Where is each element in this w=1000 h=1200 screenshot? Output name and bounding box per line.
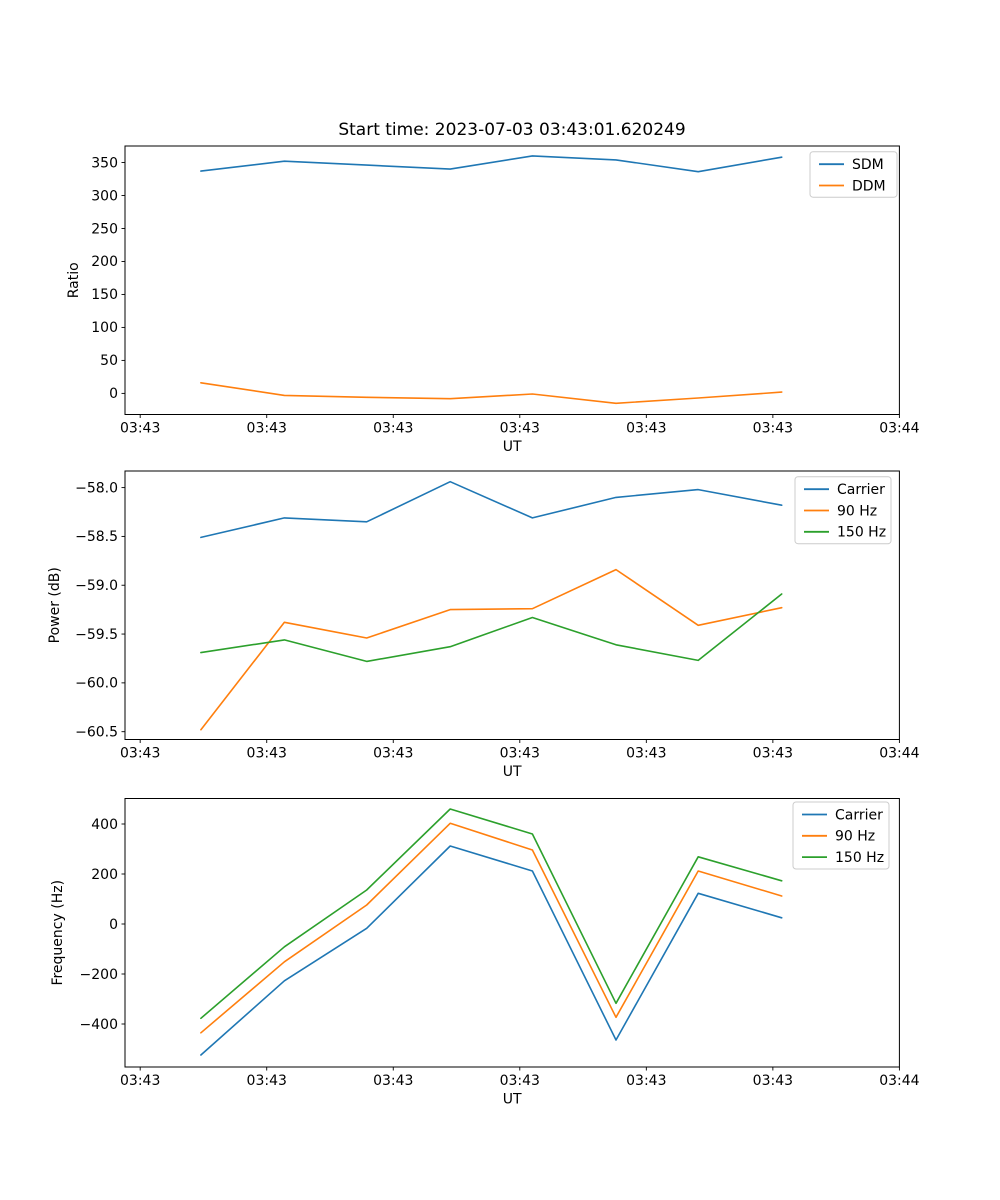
x-tick-label: 03:43 [373, 421, 413, 437]
y-tick-label: 200 [91, 254, 118, 270]
y-axis-label: Frequency (Hz) [50, 880, 66, 986]
y-tick-label: 200 [91, 867, 118, 883]
y-tick-label: −59.5 [75, 627, 118, 643]
x-tick-label: 03:43 [753, 421, 793, 437]
axes-border [124, 470, 900, 740]
legend-label-150-hz: 150 Hz [837, 525, 886, 541]
y-tick-label: 350 [91, 155, 118, 171]
y-tick-label: 400 [91, 817, 118, 833]
legend-label-carrier: Carrier [835, 807, 883, 823]
x-tick-label: 03:43 [120, 1073, 160, 1089]
x-tick-label: 03:43 [500, 421, 540, 437]
y-tick-label: −59.0 [75, 578, 118, 594]
x-tick-label: 03:43 [500, 1073, 540, 1089]
line-150-hz [200, 808, 783, 1020]
x-tick-label: 03:43 [373, 746, 413, 762]
x-tick-label: 03:44 [879, 746, 919, 762]
legend-label-90-hz: 90 Hz [837, 503, 877, 519]
x-tick-label: 03:44 [879, 421, 919, 437]
line-carrier [200, 480, 783, 539]
legend-label-150-hz: 150 Hz [835, 850, 884, 866]
x-tick-label: 03:43 [626, 746, 666, 762]
x-tick-label: 03:43 [120, 746, 160, 762]
legend-label-ddm: DDM [852, 178, 886, 194]
legend-box [794, 476, 892, 545]
line-90-hz [200, 822, 783, 1034]
y-tick-label: −400 [80, 1017, 118, 1033]
x-tick-label: 03:43 [753, 746, 793, 762]
line-90-hz [200, 568, 783, 731]
x-tick-label: 03:44 [879, 1073, 919, 1089]
y-tick-label: 0 [109, 386, 118, 402]
y-tick-label: 150 [91, 287, 118, 303]
y-tick-label: 100 [91, 320, 118, 336]
x-tick-label: 03:43 [120, 421, 160, 437]
line-carrier [200, 845, 783, 1056]
line-sdm [200, 155, 783, 173]
x-tick-label: 03:43 [626, 421, 666, 437]
x-tick-label: 03:43 [247, 421, 287, 437]
x-axis-label: UT [503, 1092, 522, 1108]
legend-label-90-hz: 90 Hz [835, 829, 875, 845]
legend-label-carrier: Carrier [837, 482, 885, 498]
x-axis-label: UT [503, 439, 522, 455]
x-tick-label: 03:43 [753, 1073, 793, 1089]
y-tick-label: −200 [80, 967, 118, 983]
legend-label-sdm: SDM [852, 157, 884, 173]
legend-box [792, 801, 890, 870]
y-tick-label: −60.0 [75, 676, 118, 692]
x-tick-label: 03:43 [626, 1073, 666, 1089]
x-tick-label: 03:43 [247, 746, 287, 762]
y-tick-label: −58.0 [75, 480, 118, 496]
x-axis-label: UT [503, 764, 522, 780]
x-tick-label: 03:43 [247, 1073, 287, 1089]
figure-title: Start time: 2023-07-03 03:43:01.620249 [338, 120, 686, 140]
x-tick-label: 03:43 [373, 1073, 413, 1089]
chart-1-ratio: 0 50 100 150 200 250 300 350 03:43 03:43 03:43 03:4… [66, 145, 920, 455]
y-tick-label: −60.5 [75, 724, 118, 740]
line-150-hz [200, 593, 783, 663]
y-axis-label: Power (dB) [47, 567, 63, 643]
y-tick-label: 0 [109, 917, 118, 933]
chart-2-power-db: −58.0−58.5−59.0−59.5−60.0−60.503:43 03:43… [47, 470, 920, 780]
y-axis-label: Ratio [66, 262, 82, 298]
chart-3-frequency-hz: 400 200 0 −200 −400 03:43 03:43 03:43 03:43 03:43… [50, 798, 920, 1108]
axes-border [124, 798, 900, 1068]
y-tick-label: 300 [91, 188, 118, 204]
y-tick-label: 250 [91, 221, 118, 237]
y-tick-label: 50 [100, 353, 118, 369]
line-ddm [200, 381, 783, 405]
y-tick-label: −58.5 [75, 529, 118, 545]
axes-border [124, 145, 900, 415]
x-tick-label: 03:43 [500, 746, 540, 762]
